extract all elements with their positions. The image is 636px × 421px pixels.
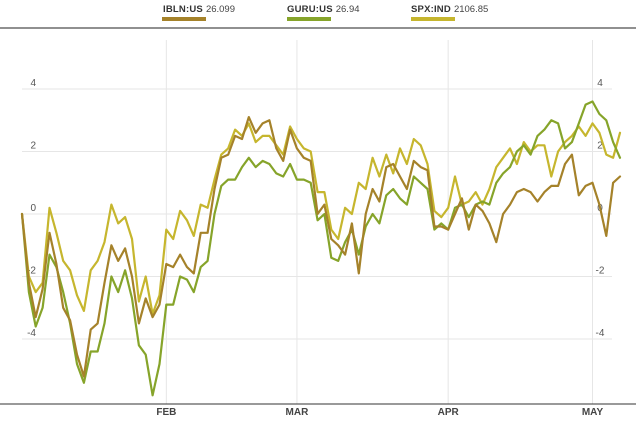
- y-tick-label-right: 2: [597, 141, 603, 152]
- legend-value: 2106.85: [453, 4, 489, 15]
- legend-ticker: GURU:US: [287, 4, 333, 15]
- legend-swatch-spx: [411, 17, 455, 21]
- series-line-ibln: [20, 116, 622, 378]
- y-tick-label-left: 4: [30, 78, 36, 89]
- x-tick-label: FEB: [156, 407, 176, 418]
- legend-value: 26.94: [335, 4, 360, 15]
- legend-ticker: SPX:IND: [411, 4, 451, 15]
- y-tick-label-left: 0: [30, 203, 36, 214]
- y-tick-label-left: 2: [30, 141, 36, 152]
- y-tick-label-right: -4: [596, 328, 605, 339]
- legend-swatch-guru: [287, 17, 331, 21]
- legend-item-ibln[interactable]: IBLN:US 26.099: [163, 4, 235, 15]
- y-tick-label-right: 4: [597, 78, 603, 89]
- legend-item-guru[interactable]: GURU:US 26.94: [287, 4, 360, 15]
- legend-item-spx[interactable]: SPX:IND 2106.85: [411, 4, 488, 15]
- legend-value: 26.099: [205, 4, 235, 15]
- x-tick-label: APR: [438, 407, 460, 418]
- x-tick-label: MAR: [286, 407, 310, 418]
- y-tick-label-right: -2: [596, 266, 605, 277]
- legend-swatch-ibln: [162, 17, 206, 21]
- series-line-spx: [20, 122, 622, 316]
- y-tick-label-left: -4: [27, 328, 36, 339]
- chart-legend: IBLN:US 26.099 GURU:US 26.94 SPX:IND 2106.8…: [0, 4, 636, 38]
- series-line-guru: [20, 100, 622, 397]
- y-tick-label-left: -2: [27, 266, 36, 277]
- legend-ticker: IBLN:US: [163, 4, 203, 15]
- x-tick-label: MAY: [582, 407, 604, 418]
